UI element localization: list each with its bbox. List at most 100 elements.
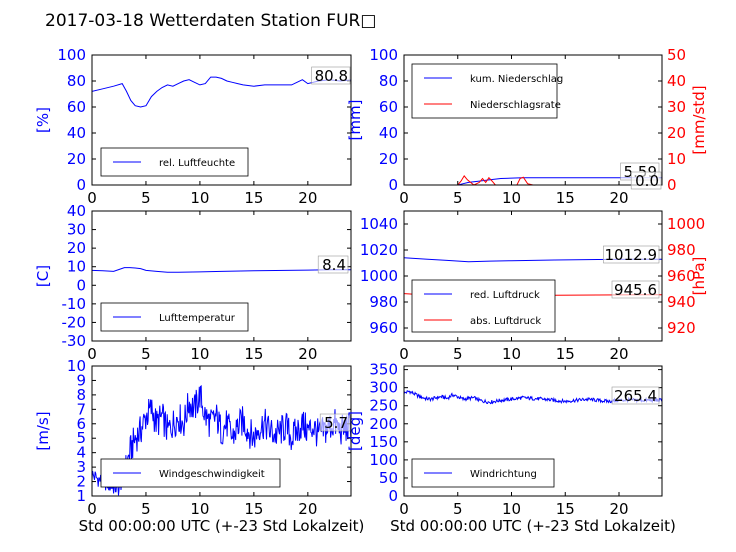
y-tick-label: 80 — [67, 72, 86, 90]
x-tick-label: 20 — [298, 345, 317, 363]
x-tick-label: 5 — [141, 500, 151, 518]
y-right-tick-label: 40 — [667, 72, 686, 90]
y-tick-label: 8 — [76, 386, 86, 404]
value-annotation: 1012.9 — [605, 246, 658, 264]
x-tick-label: 20 — [298, 189, 317, 207]
x-tick-label: 10 — [502, 345, 521, 363]
plot-frame — [91, 210, 352, 342]
y-tick-label: 20 — [67, 239, 86, 257]
x-tick-label: 20 — [609, 500, 628, 518]
y-tick-label: -20 — [62, 313, 87, 331]
x-tick-label: 5 — [453, 189, 463, 207]
y-tick-label: 7 — [76, 400, 86, 418]
y-tick-label: 1 — [76, 487, 86, 505]
y-tick-label: 30 — [67, 221, 86, 239]
legend-label: Windgeschwindigkeit — [159, 469, 265, 480]
y-tick-label: 1000 — [360, 267, 398, 285]
y-tick-label: 50 — [379, 469, 398, 487]
y-tick-label: 1020 — [360, 241, 398, 259]
x-axis-label: Std 00:00:00 UTC (+-23 Std Lokalzeit) — [79, 517, 365, 535]
value-annotation: 0.0 — [635, 172, 659, 190]
y-tick-label: 80 — [379, 72, 398, 90]
y-right-tick-label: 0 — [667, 176, 677, 194]
x-tick-label: 10 — [190, 189, 209, 207]
y-tick-label: 1040 — [360, 215, 398, 233]
plot-frame — [403, 54, 663, 186]
value-annotation-box — [611, 386, 660, 405]
x-tick-label: 15 — [244, 189, 263, 207]
y-axis-label: [deg] — [346, 411, 364, 451]
y-axis-label: [m/s] — [34, 411, 52, 450]
y-right-tick-label: 920 — [667, 319, 696, 337]
legend-label: Lufttemperatur — [159, 313, 236, 324]
y-tick-label: 300 — [369, 379, 398, 397]
figure-title: 2017-03-18 Wetterdaten Station FUR□ — [45, 11, 376, 31]
y-tick-label: 980 — [369, 293, 398, 311]
x-tick-label: 0 — [87, 189, 97, 207]
series-line-lufttemperatur — [92, 267, 351, 273]
y-axis-label: [mm] — [346, 100, 364, 141]
legend-label: rel. Luftfeuchte — [159, 158, 235, 169]
legend-box — [411, 63, 558, 119]
y-tick-label: 5 — [76, 429, 86, 447]
x-axis-label: Std 00:00:00 UTC (+-23 Std Lokalzeit) — [390, 517, 676, 535]
series-line-niederschlagsrate — [404, 175, 662, 185]
x-tick-label: 15 — [556, 345, 575, 363]
y-tick-label: 100 — [57, 46, 86, 64]
y-right-tick-label: 10 — [667, 150, 686, 168]
plot-frame — [91, 54, 352, 186]
x-tick-label: 15 — [556, 189, 575, 207]
panel-temperature: 0 5 10 15 20-30-20-10010203040[C]Lufttempera… — [34, 202, 352, 363]
legend-label: kum. Niederschlag — [470, 74, 563, 85]
value-annotation: 8.4 — [322, 256, 346, 274]
y-tick-label: 350 — [369, 361, 398, 379]
y-tick-label: 10 — [67, 357, 86, 375]
y-tick-label: 250 — [369, 397, 398, 415]
y-tick-label: 0 — [388, 176, 398, 194]
y-tick-label: 40 — [67, 124, 86, 142]
y-tick-label: 4 — [76, 444, 86, 462]
series-line-windgeschwindigkeit — [92, 385, 351, 496]
y-tick-label: 150 — [369, 433, 398, 451]
plot-frame — [403, 365, 663, 497]
y-tick-label: 10 — [67, 258, 86, 276]
y-right-tick-label: 1000 — [667, 215, 705, 233]
y-tick-label: 40 — [379, 124, 398, 142]
x-tick-label: 0 — [399, 345, 409, 363]
value-annotation-box — [630, 171, 662, 190]
y-tick-label: 960 — [369, 319, 398, 337]
y-tick-label: 2 — [76, 473, 86, 491]
legend-label: abs. Luftdruck — [470, 316, 541, 327]
value-annotation-box — [319, 413, 351, 432]
x-tick-label: 0 — [399, 189, 409, 207]
x-tick-label: 0 — [87, 500, 97, 518]
y-right-tick-label: 980 — [667, 241, 696, 259]
x-tick-label: 20 — [609, 345, 628, 363]
x-tick-label: 20 — [298, 500, 317, 518]
x-tick-label: 10 — [502, 189, 521, 207]
y-tick-label: 60 — [67, 98, 86, 116]
panel-humidity: 0 5 10 15 20 0 20 40 60 80 100 [%] rel. Luftfeuchte 8… — [34, 46, 352, 207]
y-right-tick-label: 50 — [667, 46, 686, 64]
y-tick-label: 100 — [369, 46, 398, 64]
y-tick-label: 9 — [76, 371, 86, 389]
value-annotation-box — [603, 245, 660, 264]
x-tick-label: 5 — [141, 189, 151, 207]
legend-label: red. Luftdruck — [470, 290, 540, 301]
x-tick-label: 20 — [609, 189, 628, 207]
y-tick-label: -30 — [62, 332, 87, 350]
value-annotation-box — [611, 280, 660, 299]
y-right-tick-label: 30 — [667, 98, 686, 116]
y-tick-label: 0 — [76, 176, 86, 194]
panel-precip: 0 5 10 15 20 0 20 40 60 80 100 0 10 20 30 40 50 [mm/std] [… — [346, 46, 708, 207]
x-tick-label: 15 — [244, 345, 263, 363]
series-line-rel-luftfeuchte — [92, 76, 351, 108]
y-tick-label: 3 — [76, 458, 86, 476]
panel-pressure: 0 5 10 15 20 960 980 1000 1020 1040 920 940 960 980 10… — [360, 210, 708, 363]
value-annotation-box — [311, 66, 351, 85]
series-line-kum-niederschlag — [404, 177, 662, 185]
value-annotation: 5.7 — [324, 414, 348, 432]
